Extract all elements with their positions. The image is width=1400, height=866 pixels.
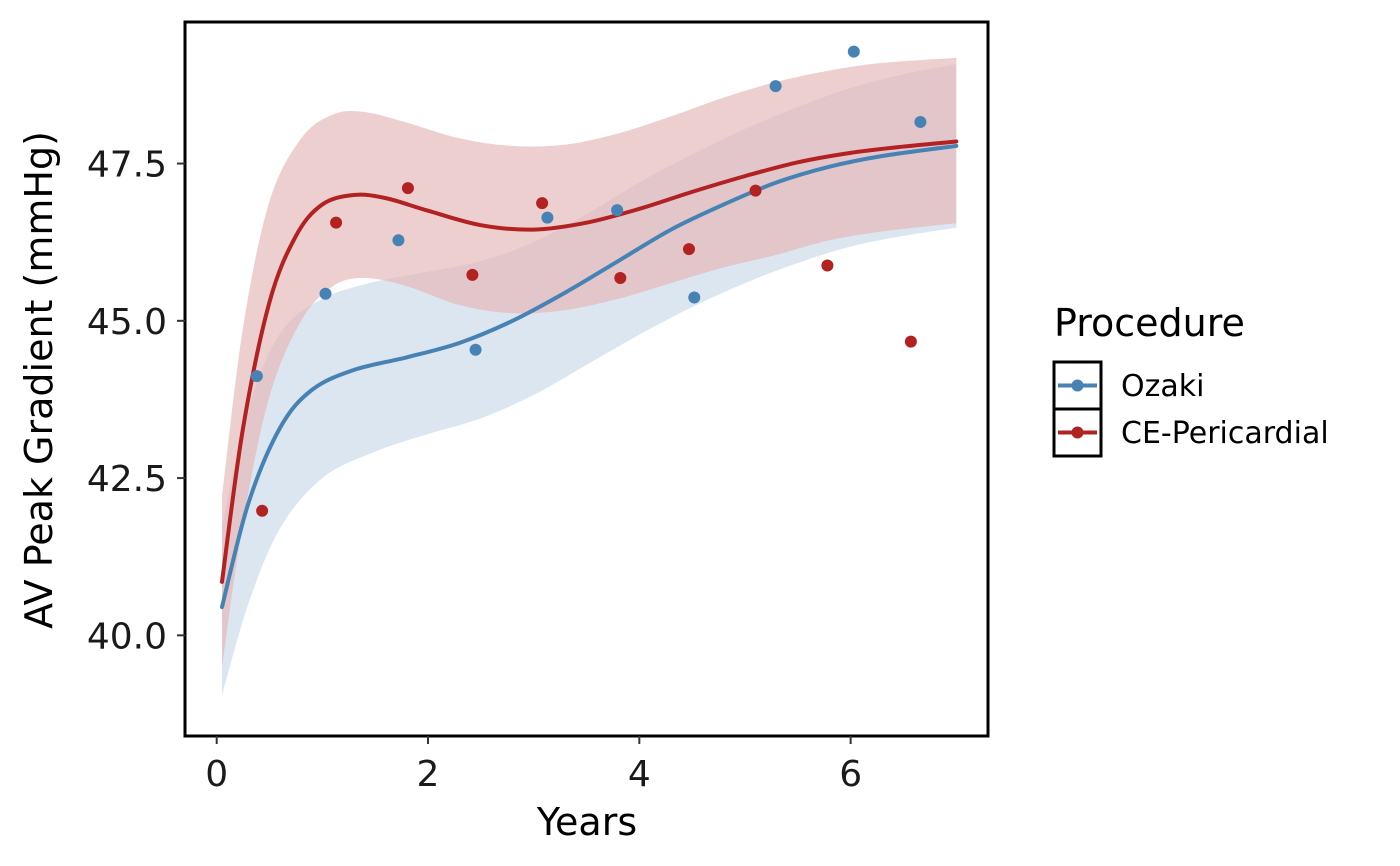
ozaki-trend-line bbox=[219, 143, 959, 610]
ozaki-point bbox=[469, 343, 482, 356]
ozaki-legend-label: Ozaki bbox=[1121, 369, 1204, 404]
ce-pericardial-point bbox=[466, 268, 479, 281]
ozaki-point bbox=[392, 234, 405, 247]
y-tick-label: 40.0 bbox=[87, 616, 167, 657]
ce-pericardial-point bbox=[330, 216, 343, 229]
ozaki-point bbox=[914, 116, 927, 129]
ozaki-point bbox=[847, 45, 860, 58]
ce-pericardial-point bbox=[749, 184, 762, 197]
ozaki-point bbox=[688, 291, 701, 304]
ozaki-legend-point bbox=[1071, 379, 1084, 392]
confidence-bands bbox=[221, 57, 957, 696]
y-axis: 40.0 42.5 45.0 47.5 bbox=[87, 22, 187, 736]
ce-pericardial-point bbox=[821, 259, 834, 272]
ozaki-point bbox=[611, 204, 624, 217]
ce-pericardial-point bbox=[682, 243, 695, 256]
ce-pericardial-point bbox=[536, 197, 549, 210]
legend-title: Procedure bbox=[1054, 301, 1245, 345]
y-tick-label: 47.5 bbox=[87, 145, 167, 186]
ce-pericardial-legend-label: CE-Pericardial bbox=[1121, 416, 1329, 451]
smooth-lines bbox=[219, 139, 959, 610]
ce-pericardial-confidence-band bbox=[221, 57, 957, 667]
x-axis: 0 2 4 6 bbox=[185, 734, 988, 795]
data-points bbox=[250, 45, 927, 517]
ce-pericardial-point bbox=[401, 182, 414, 195]
ozaki-point bbox=[250, 370, 263, 383]
x-tick-label: 2 bbox=[417, 754, 440, 795]
ce-pericardial-point bbox=[256, 504, 269, 517]
ce-pericardial-trend-line bbox=[219, 139, 959, 584]
ce-pericardial-point bbox=[614, 272, 627, 285]
x-tick-label: 0 bbox=[205, 754, 228, 795]
ozaki-point bbox=[541, 211, 554, 224]
x-tick-label: 6 bbox=[839, 754, 862, 795]
y-tick-label: 45.0 bbox=[87, 302, 167, 343]
legend: Procedure Ozaki CE-Pericardial bbox=[1052, 301, 1329, 458]
ce-pericardial-point bbox=[904, 335, 917, 348]
x-axis-title: Years bbox=[536, 800, 637, 844]
ozaki-point bbox=[769, 80, 782, 93]
ce-pericardial-legend-point bbox=[1071, 426, 1084, 439]
x-tick-label: 4 bbox=[628, 754, 651, 795]
y-axis-title: AV Peak Gradient (mmHg) bbox=[17, 131, 61, 629]
y-tick-label: 42.5 bbox=[87, 459, 167, 500]
ozaki-point bbox=[319, 287, 332, 300]
